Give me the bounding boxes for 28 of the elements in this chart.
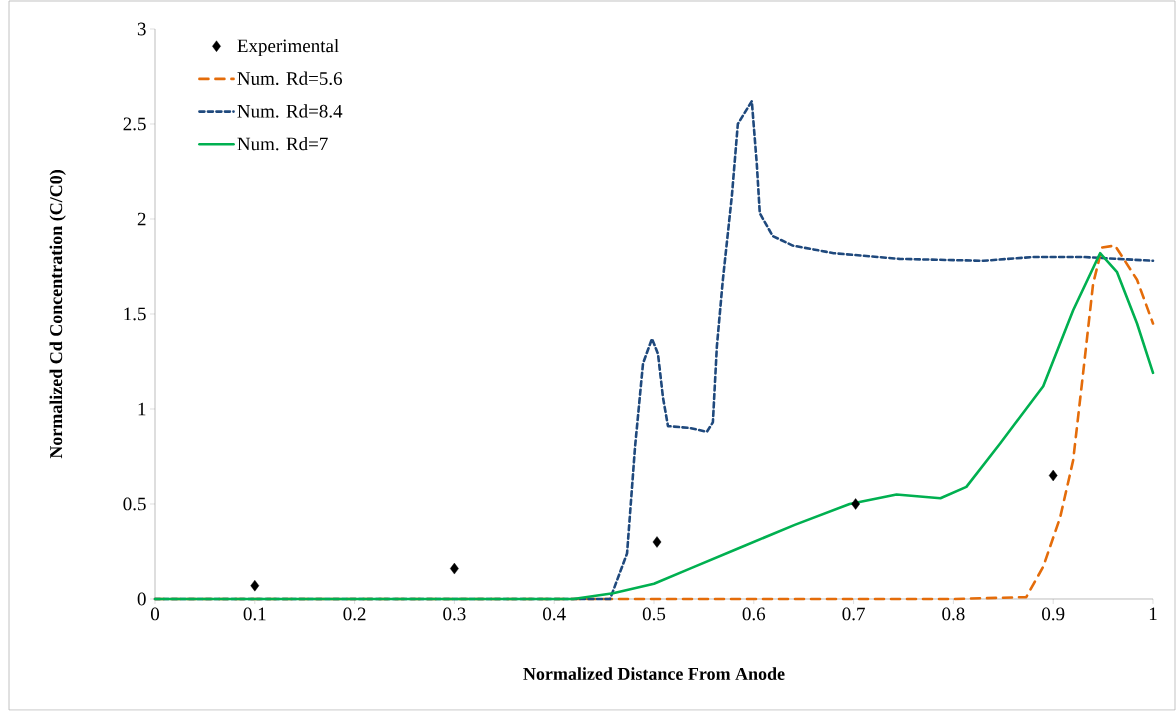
x-tick-label: 0.1 [243, 607, 266, 621]
x-tick-label: 0.2 [343, 607, 366, 621]
x-tick-label: 0.5 [642, 607, 666, 621]
x-tick-label: 0.8 [942, 607, 965, 621]
y-tick-label: 2 [137, 212, 146, 226]
point [851, 498, 860, 510]
x-tick-label: 0.9 [1042, 607, 1065, 621]
x-tick-label: 0.4 [543, 607, 566, 621]
x-tick-label: 0.6 [742, 607, 766, 621]
point [652, 536, 662, 548]
y-tick-label: 2.5 [123, 117, 146, 131]
y-tick-label: 1 [138, 402, 146, 416]
x-tick-label: 0 [150, 607, 160, 621]
legend-label: Num. Rd=7 [237, 136, 328, 151]
x-tick-label: 1 [1149, 607, 1157, 621]
legend-label: Num. Rd=5.6 [237, 71, 342, 86]
x-axis-title: Normalized Distance From Anode [523, 667, 785, 680]
legend-label: Num. Rd=8.4 [237, 104, 343, 118]
x-tick-label: 0.3 [443, 607, 466, 621]
y-tick-label: 0 [137, 592, 146, 606]
point [1048, 469, 1058, 482]
legend-label: Experimental [237, 38, 339, 57]
point [250, 579, 260, 592]
y-axis-title: Normalized Cd Concentration (C/C0) [49, 170, 66, 459]
y-tick-label: 0.5 [123, 497, 146, 511]
y-tick-label: 1.5 [124, 307, 146, 321]
x-tick-label: 0.7 [842, 607, 865, 621]
y-tick-label: 3 [137, 22, 146, 36]
